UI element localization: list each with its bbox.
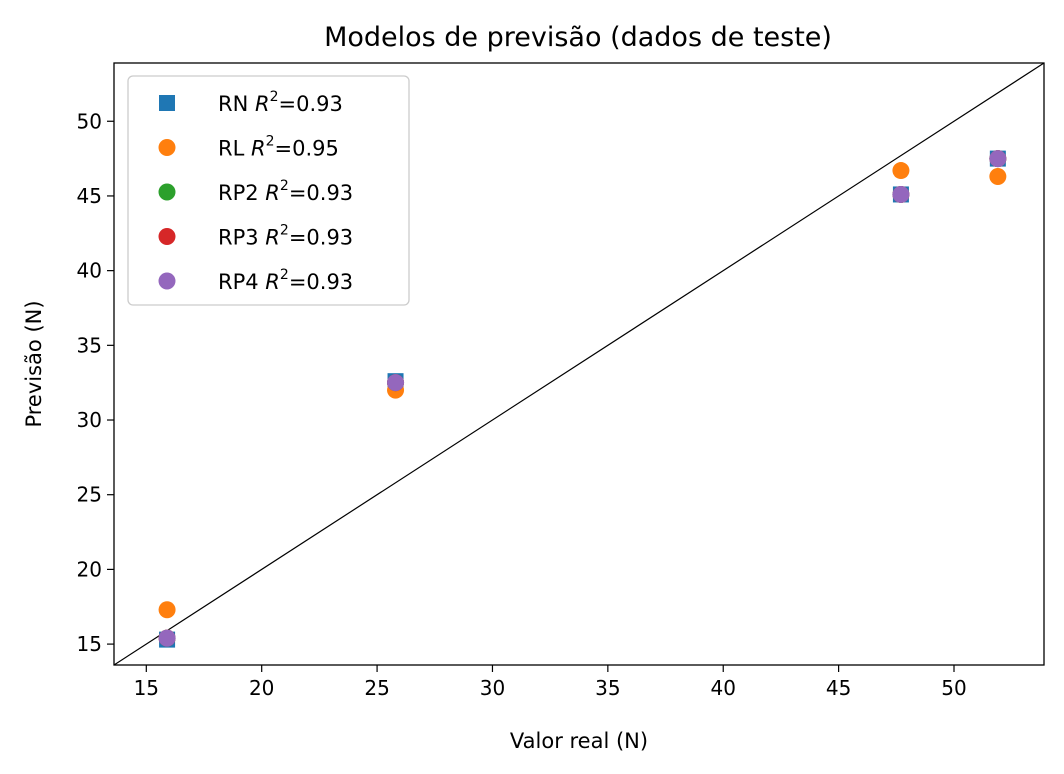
- x-tick-label: 30: [480, 676, 505, 700]
- legend-marker: [159, 95, 175, 111]
- legend-marker: [158, 139, 176, 156]
- data-points: [158, 150, 1007, 648]
- data-point: [892, 162, 910, 180]
- y-tick-label: 50: [77, 109, 102, 133]
- x-tick-label: 40: [711, 676, 736, 700]
- data-point: [989, 150, 1007, 168]
- data-point: [158, 601, 176, 619]
- y-tick-label: 40: [77, 259, 102, 283]
- y-tick-label: 45: [77, 184, 102, 208]
- x-tick-label: 25: [364, 676, 389, 700]
- x-tick-label: 50: [941, 676, 966, 700]
- y-tick-label: 30: [77, 408, 102, 432]
- data-point: [387, 374, 405, 392]
- legend-marker: [158, 228, 176, 245]
- plot-frame: [113, 62, 1045, 666]
- legend-entry: RL R2=0.95: [218, 134, 339, 161]
- y-tick-label: 25: [77, 483, 102, 507]
- data-point: [158, 629, 176, 647]
- legend-marker: [158, 272, 176, 290]
- data-point: [989, 168, 1007, 186]
- axis-ticks: 15 20 25 30 35 40 45 50 15 20 25 30 35 40 45 50: [77, 109, 967, 700]
- y-tick-label: 15: [77, 632, 102, 656]
- legend-entry: RP3 R2=0.93: [218, 223, 353, 250]
- x-axis-label: Valor real (N): [510, 729, 648, 753]
- legend-entry: RP4 R2=0.93: [218, 267, 353, 294]
- series-rp4: [158, 150, 1007, 647]
- x-tick-label: 35: [595, 676, 620, 700]
- y-tick-label: 20: [77, 557, 102, 581]
- x-tick-label: 45: [826, 676, 851, 700]
- chart-title: Modelos de previsão (dados de teste): [324, 22, 832, 53]
- legend-box: [127, 75, 410, 306]
- y-tick-label: 35: [77, 333, 102, 357]
- x-tick-label: 15: [134, 676, 159, 700]
- legend: RN R2=0.93 RL R2=0.95 RP2 R2=0.93 RP3 R2=0.…: [127, 75, 410, 306]
- x-tick-label: 20: [249, 676, 274, 700]
- legend-entry: RP2 R2=0.93: [218, 178, 353, 205]
- legend-marker: [158, 183, 176, 201]
- identity-line: [113, 62, 1045, 666]
- legend-entry: RN R2=0.93: [218, 89, 343, 116]
- data-point: [892, 185, 910, 203]
- y-axis-label: Previsão (N): [22, 300, 46, 427]
